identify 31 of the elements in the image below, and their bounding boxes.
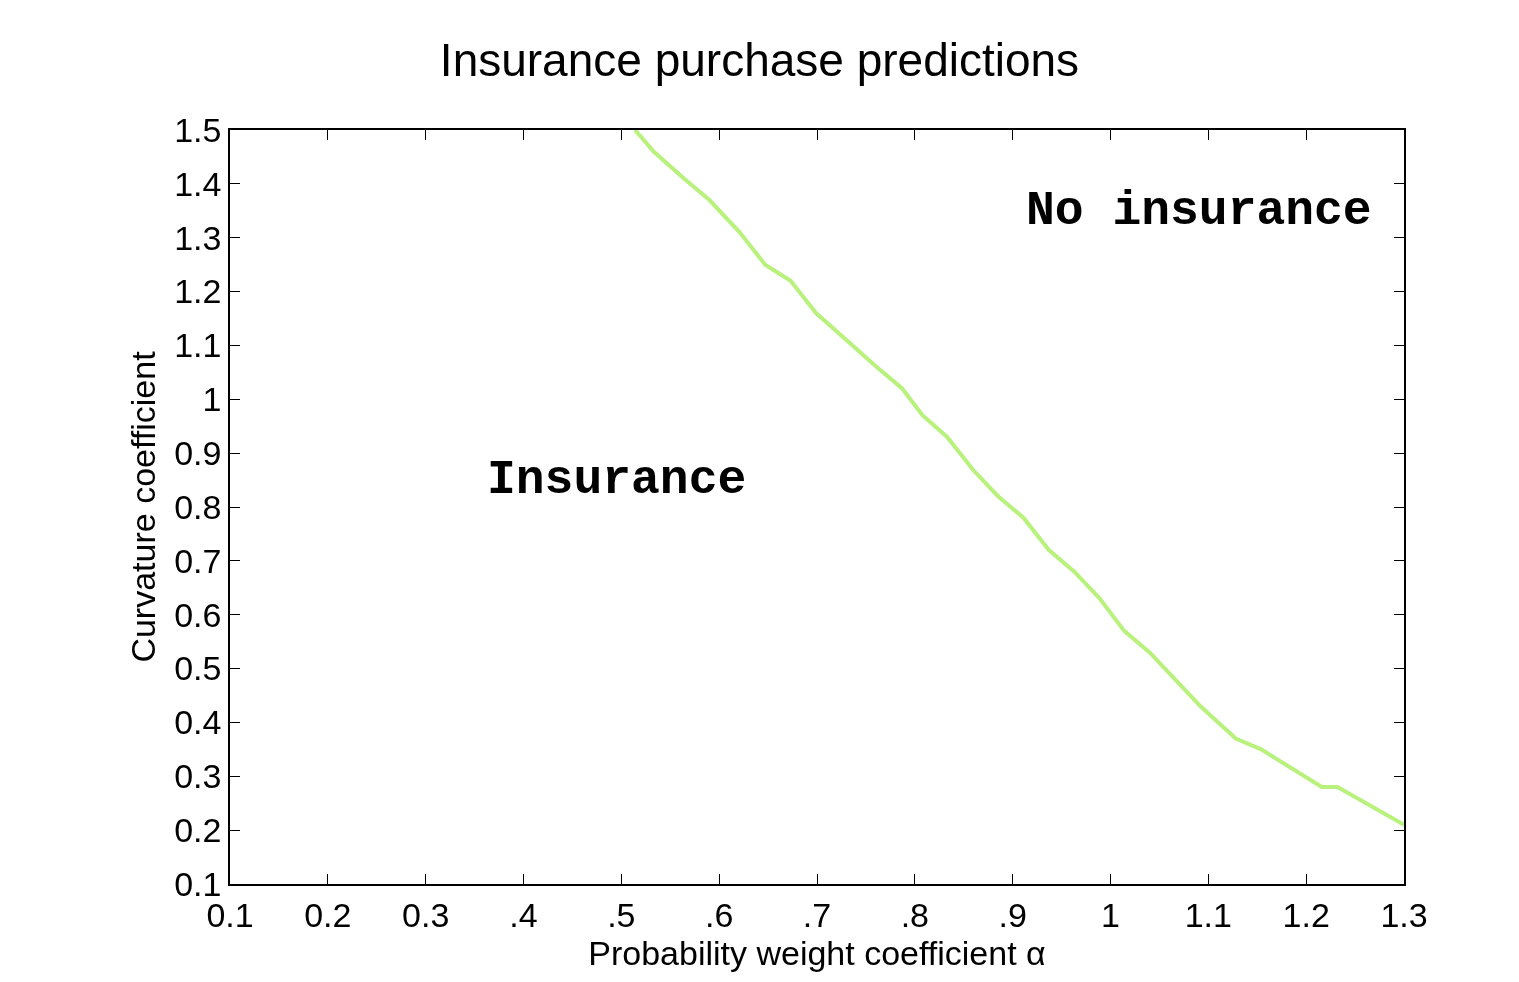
y-tick-label: 1.2 [174, 272, 222, 311]
x-tick-label: 0.3 [402, 895, 450, 934]
x-tick-label: .7 [802, 895, 832, 934]
y-tick-label: 1 [202, 380, 222, 419]
x-tick-label: 0.2 [304, 895, 352, 934]
x-tick-label: 1.3 [1380, 895, 1428, 934]
annotation: No insurance [1026, 184, 1372, 238]
y-tick-label: 0.2 [174, 811, 222, 850]
x-axis-title: Probability weight coefficient α [588, 933, 1046, 972]
chart-title: Insurance purchase predictions [439, 34, 1080, 87]
y-tick-label: 1.1 [174, 326, 222, 365]
x-tick-label: .5 [607, 895, 636, 934]
x-tick-label: 1.1 [1184, 895, 1232, 934]
y-tick-label: 0.3 [174, 757, 222, 796]
x-tick-label: 1 [1101, 895, 1120, 934]
x-tick-label: .6 [704, 895, 734, 934]
y-tick-label: 0.8 [174, 487, 222, 526]
x-tick-label: .4 [509, 895, 538, 934]
y-tick-label: 0.7 [174, 541, 222, 580]
y-tick-label: 0.4 [174, 703, 222, 742]
x-tick-label: .8 [900, 895, 930, 934]
y-tick-label: 1.4 [174, 164, 222, 203]
y-tick-label: 1.5 [174, 110, 222, 149]
y-tick-label: 0.6 [174, 595, 222, 634]
y-tick-label: 0.9 [174, 434, 222, 473]
annotation: Insurance [487, 453, 747, 507]
y-tick-label: 0.5 [174, 649, 222, 688]
y-axis-title: Curvature coefficient [124, 350, 163, 663]
x-tick-label: .9 [998, 895, 1027, 934]
y-tick-label: 1.3 [174, 218, 222, 257]
x-tick-label: 1.2 [1282, 895, 1330, 934]
